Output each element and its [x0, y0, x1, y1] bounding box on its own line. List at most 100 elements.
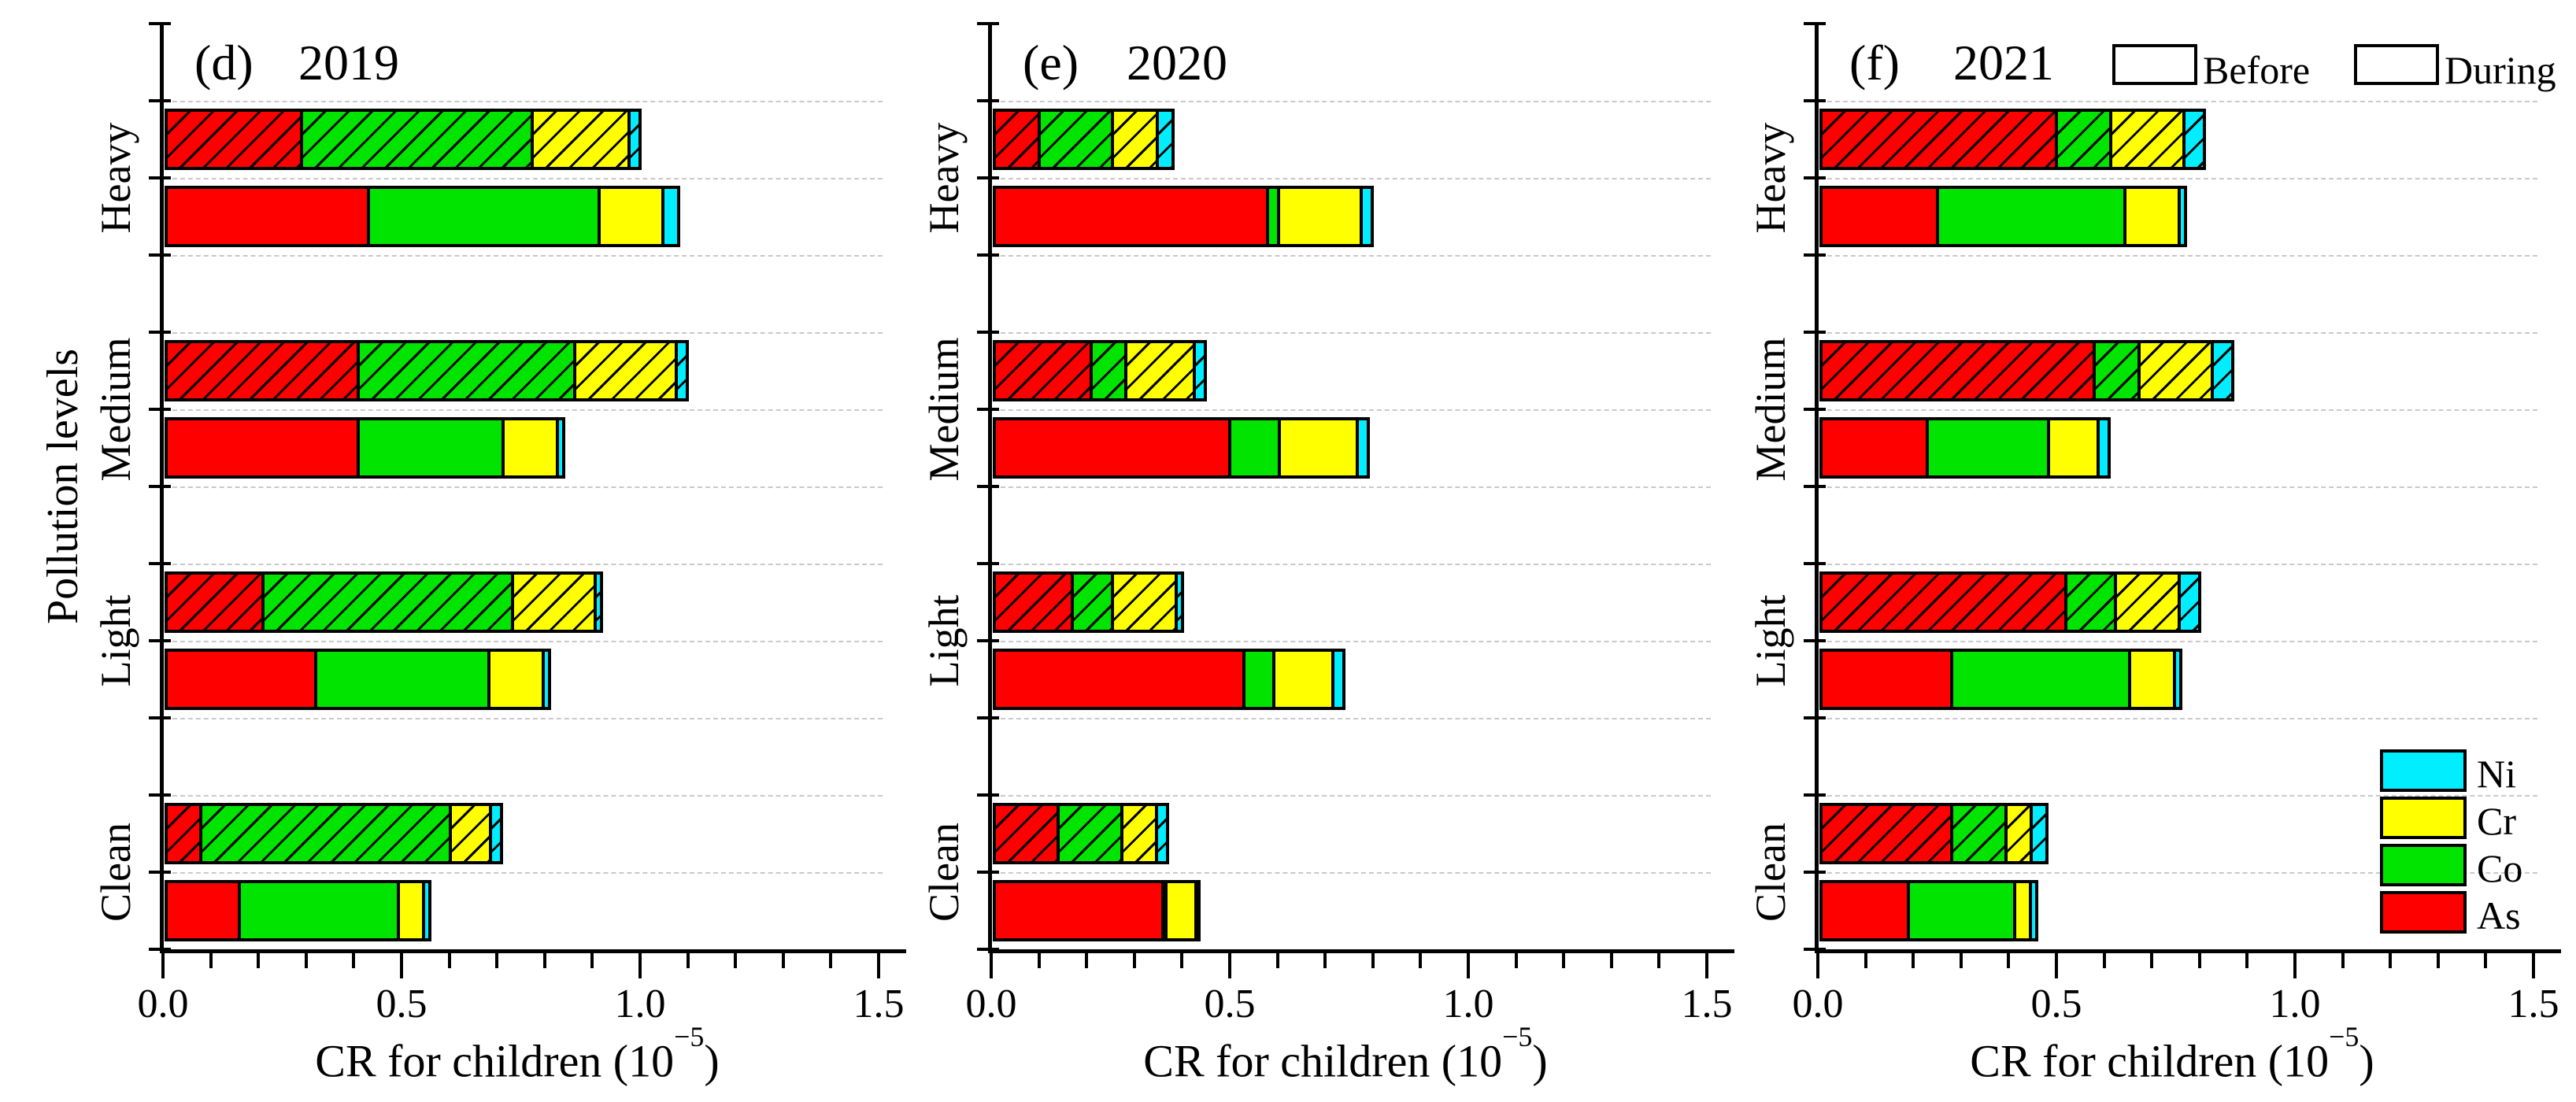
- panel-year-label: 2019: [298, 35, 399, 91]
- y-axis-spine: [988, 24, 992, 953]
- segment-cr: [1278, 417, 1359, 479]
- x-axis-major-tick: [2293, 952, 2297, 978]
- segment-as: [165, 803, 202, 864]
- bar-2019-light-before: [165, 649, 551, 710]
- gridline: [165, 564, 883, 565]
- category-label-medium: Medium: [920, 337, 968, 482]
- x-axis-title: CR for children (10−5): [315, 1021, 720, 1087]
- category-label-light: Light: [1747, 594, 1794, 687]
- x-axis-minor-tick: [1912, 952, 1915, 968]
- x-axis-minor-tick: [1371, 952, 1375, 968]
- gridline: [993, 486, 1711, 488]
- segment-co: [261, 571, 514, 633]
- segment-ni: [675, 340, 689, 401]
- y-axis-tick: [977, 408, 999, 411]
- x-axis-line: [988, 949, 1734, 953]
- segment-as: [993, 186, 1269, 247]
- segment-ni: [1156, 109, 1175, 170]
- segment-cr: [1120, 803, 1158, 864]
- segment-as: [165, 109, 303, 170]
- y-axis-tick: [1804, 562, 1826, 565]
- x-tick-label: 1.0: [614, 982, 666, 1026]
- x-axis-line: [1815, 949, 2561, 953]
- bar-2020-medium-during: [993, 340, 1207, 401]
- segment-ni: [556, 417, 565, 479]
- y-axis-tick: [1804, 639, 1826, 642]
- x-tick-label: 0.0: [1792, 982, 1844, 1026]
- segment-cr: [502, 417, 559, 479]
- category-label-light: Light: [92, 594, 139, 687]
- x-axis-minor-tick: [829, 952, 833, 968]
- segment-ni: [1155, 803, 1169, 864]
- segment-as: [165, 417, 360, 479]
- segment-as: [165, 880, 241, 941]
- x-axis-minor-tick: [2197, 952, 2201, 968]
- x-axis-major-tick: [1467, 952, 1470, 978]
- segment-co: [300, 109, 534, 170]
- gridline: [993, 255, 1711, 257]
- y-axis-tick: [149, 331, 171, 334]
- x-axis-major-tick: [1228, 952, 1231, 978]
- x-tick-label: 0.5: [376, 982, 427, 1026]
- x-tick-label: 1.5: [853, 982, 905, 1026]
- gridline: [1819, 718, 2537, 719]
- segment-ni: [2178, 571, 2201, 633]
- segment-co: [314, 649, 490, 710]
- x-axis-minor-tick: [2150, 952, 2154, 968]
- x-axis-minor-tick: [1609, 952, 1613, 968]
- segment-co: [1228, 417, 1281, 479]
- x-axis-minor-tick: [304, 952, 308, 968]
- bar-2019-heavy-before: [165, 186, 680, 247]
- segment-ni: [542, 649, 551, 710]
- x-axis-minor-tick: [495, 952, 499, 968]
- segment-co: [2055, 109, 2112, 170]
- legend-metal-swatch-as: [2380, 891, 2467, 934]
- x-axis-minor-tick: [2245, 952, 2249, 968]
- y-axis-tick: [1804, 331, 1826, 334]
- legend-during-swatch: [2354, 44, 2439, 85]
- segment-cr: [2137, 340, 2214, 401]
- segment-cr: [2128, 649, 2176, 710]
- segment-ni: [1194, 880, 1201, 941]
- segment-as: [165, 571, 265, 633]
- category-label-clean: Clean: [92, 823, 139, 922]
- segment-as: [1819, 186, 1939, 247]
- y-axis-tick: [977, 176, 999, 179]
- bar-2020-clean-before: [993, 880, 1201, 941]
- segment-co: [2064, 571, 2117, 633]
- x-axis-minor-tick: [542, 952, 546, 968]
- bar-2020-heavy-before: [993, 186, 1374, 247]
- x-axis-minor-tick: [686, 952, 690, 968]
- segment-cr: [449, 803, 492, 864]
- segment-as: [1819, 340, 2096, 401]
- segment-co: [1038, 109, 1114, 170]
- x-axis-minor-tick: [2436, 952, 2440, 968]
- gridline: [1819, 486, 2537, 488]
- segment-co: [1057, 803, 1123, 864]
- segment-ni: [627, 109, 642, 170]
- gridline: [1819, 409, 2537, 411]
- segment-co: [357, 417, 505, 479]
- bar-2021-heavy-before: [1819, 186, 2187, 247]
- x-axis-minor-tick: [447, 952, 451, 968]
- bar-2019-medium-before: [165, 417, 565, 479]
- segment-as: [993, 649, 1245, 710]
- x-tick-label: 0.0: [137, 982, 189, 1026]
- y-axis-tick: [977, 485, 999, 488]
- segment-as: [1819, 880, 1910, 941]
- gridline: [1819, 795, 2537, 797]
- x-axis-minor-tick: [2341, 952, 2345, 968]
- segment-ni: [489, 803, 503, 864]
- y-axis-tick: [977, 639, 999, 642]
- y-axis-tick: [1804, 99, 1826, 102]
- segment-as: [1819, 109, 2058, 170]
- x-axis-minor-tick: [1657, 952, 1661, 968]
- y-axis-spine: [160, 24, 164, 953]
- segment-ni: [661, 186, 680, 247]
- bar-2020-light-before: [993, 649, 1345, 710]
- gridline: [165, 178, 883, 179]
- y-axis-tick: [149, 871, 171, 874]
- x-axis-title: CR for children (10−5): [1143, 1021, 1548, 1087]
- bar-2020-light-during: [993, 571, 1184, 633]
